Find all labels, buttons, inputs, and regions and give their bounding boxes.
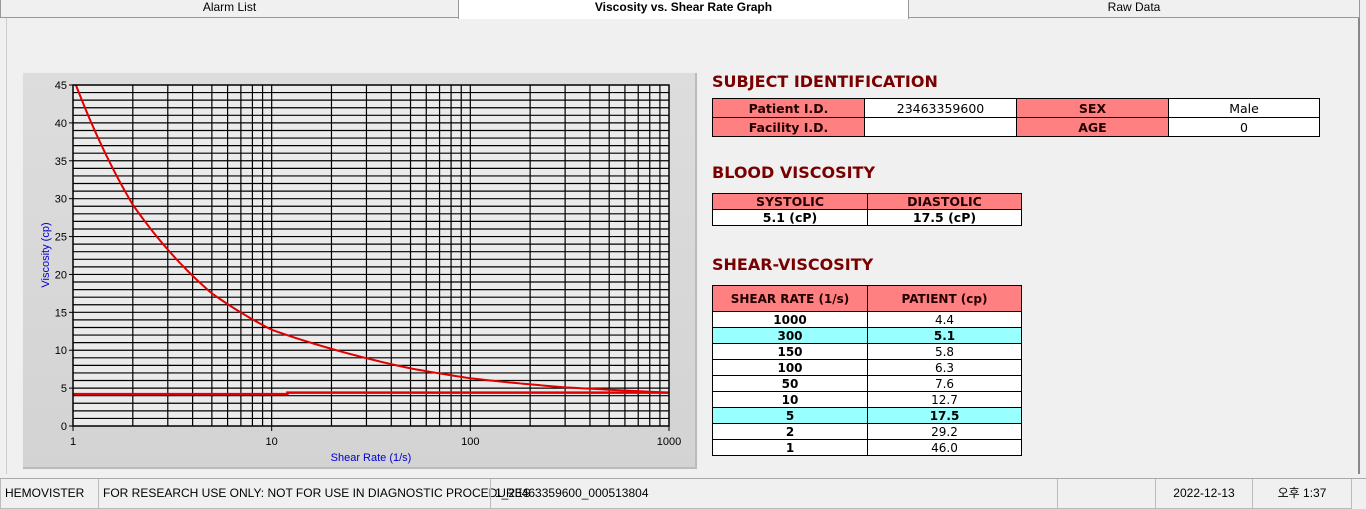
facility-id-label: Facility I.D.	[712, 117, 865, 137]
subject-table: Patient I.D. 23463359600 SEX Male Facility …	[712, 98, 1320, 137]
patient-value-cell: 17.5	[867, 407, 1022, 424]
patient-value-cell: 7.6	[867, 375, 1022, 392]
y-tick-label: 45	[55, 80, 67, 92]
diastolic-value: 17.5 (cP)	[867, 209, 1022, 226]
shear-row: 5 17.5	[712, 407, 1022, 424]
patient-value-cell: 46.0	[867, 439, 1022, 456]
age-label: AGE	[1016, 117, 1169, 137]
systolic-label: SYSTOLIC	[712, 193, 868, 210]
plot-border	[72, 84, 670, 427]
shear-rate-cell: 150	[712, 343, 868, 360]
tab-content	[6, 18, 1360, 474]
chart-panel: 0 5 10 15 20 25 30 35 40 45 1 10 100 1000 Shear Rate …	[22, 72, 698, 470]
viscosity-curve	[74, 85, 669, 394]
shear-rate-cell: 100	[712, 359, 868, 376]
shear-row: 1000 4.4	[712, 311, 1022, 328]
patient-value-cell: 12.7	[867, 391, 1022, 408]
subject-identification-title: SUBJECT IDENTIFICATION	[712, 72, 938, 91]
facility-id-value	[864, 117, 1017, 137]
shear-row: 50 7.6	[712, 375, 1022, 392]
patient-id-label: Patient I.D.	[712, 98, 865, 118]
tab-bar: Alarm List Viscosity vs. Shear Rate Grap…	[0, 0, 1360, 19]
viscosity-chart: 0 5 10 15 20 25 30 35 40 45 1 10 100 1000 Shear Rate …	[40, 80, 681, 464]
shear-rate-cell: 2	[712, 423, 868, 440]
y-tick-label: 35	[55, 156, 67, 168]
status-blank	[1057, 479, 1156, 509]
shear-rate-cell: 1000	[712, 311, 868, 328]
y-tick-label: 20	[55, 269, 67, 281]
y-tick-label: 15	[55, 307, 67, 319]
age-value: 0	[1168, 117, 1320, 137]
shear-rate-cell: 1	[712, 439, 868, 456]
y-axis-label: Viscosity (cp)	[40, 222, 52, 287]
y-tick-label: 25	[55, 232, 67, 244]
shear-rate-cell: 10	[712, 391, 868, 408]
patient-value-cell: 4.4	[867, 311, 1022, 328]
systolic-value: 5.1 (cP)	[712, 209, 868, 226]
shear-row: 1 46.0	[712, 439, 1022, 456]
x-tick-label: 100	[461, 436, 479, 448]
x-tick-label: 1	[70, 436, 76, 448]
patient-id-value: 23463359600	[864, 98, 1017, 118]
status-date: 2022-12-13	[1155, 479, 1253, 509]
y-tick-label: 30	[55, 194, 67, 206]
y-tick-label: 40	[55, 118, 67, 130]
sex-value: Male	[1168, 98, 1320, 118]
x-tick-label: 10	[266, 436, 278, 448]
blood-viscosity-table: SYSTOLIC DIASTOLIC 5.1 (cP) 17.5 (cP)	[712, 193, 1022, 226]
patient-value-cell: 5.8	[867, 343, 1022, 360]
status-time: 오후 1:37	[1252, 479, 1352, 509]
tab-alarm-list[interactable]: Alarm List	[0, 0, 459, 18]
blood-viscosity-title: BLOOD VISCOSITY	[712, 163, 876, 182]
shear-viscosity-title: SHEAR-VISCOSITY	[712, 255, 874, 274]
diastolic-label: DIASTOLIC	[867, 193, 1022, 210]
status-app-name: HEMOVISTER	[0, 479, 99, 509]
y-tick-label: 0	[61, 421, 67, 433]
status-notice: FOR RESEARCH USE ONLY: NOT FOR USE IN DI…	[98, 479, 531, 509]
baseline-line	[73, 391, 669, 396]
shear-row: 10 12.7	[712, 391, 1022, 408]
shear-row: 300 5.1	[712, 327, 1022, 344]
patient-value-cell: 29.2	[867, 423, 1022, 440]
x-axis-label: Shear Rate (1/s)	[331, 452, 412, 464]
shear-viscosity-table: SHEAR RATE (1/s) PATIENT (cp) 1000 4.4 300 5…	[712, 285, 1022, 456]
tab-viscosity-graph[interactable]: Viscosity vs. Shear Rate Graph	[458, 0, 909, 19]
status-record-id: 1_23463359600_000513804	[490, 479, 1058, 509]
shear-row: 100 6.3	[712, 359, 1022, 376]
plot-area	[73, 85, 669, 426]
status-bar: HEMOVISTER FOR RESEARCH USE ONLY: NOT FO…	[0, 478, 1366, 509]
shear-row: 150 5.8	[712, 343, 1022, 360]
shear-rate-cell: 50	[712, 375, 868, 392]
x-tick-label: 1000	[657, 436, 681, 448]
y-tick-label: 10	[55, 345, 67, 357]
patient-value-cell: 5.1	[867, 327, 1022, 344]
shear-rate-cell: 300	[712, 327, 868, 344]
shear-rate-header: SHEAR RATE (1/s)	[712, 285, 868, 312]
tab-raw-data[interactable]: Raw Data	[908, 0, 1360, 18]
shear-row: 2 29.2	[712, 423, 1022, 440]
patient-value-cell: 6.3	[867, 359, 1022, 376]
sex-label: SEX	[1016, 98, 1169, 118]
shear-rate-cell: 5	[712, 407, 868, 424]
patient-header: PATIENT (cp)	[867, 285, 1022, 312]
y-tick-label: 5	[61, 383, 67, 395]
